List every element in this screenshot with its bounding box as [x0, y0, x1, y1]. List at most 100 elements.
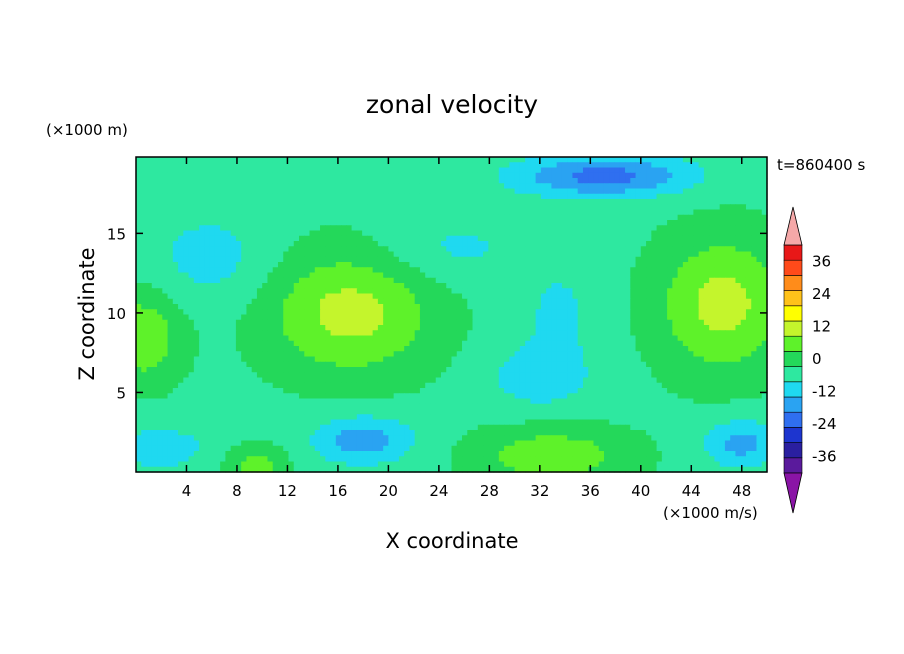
- contour-cell: [277, 330, 284, 337]
- contour-cell: [561, 330, 568, 337]
- contour-cell: [230, 193, 237, 200]
- contour-cell: [425, 277, 432, 284]
- contour-cell: [256, 319, 263, 326]
- contour-cell: [561, 283, 568, 289]
- contour-cell: [630, 162, 637, 169]
- contour-cell: [477, 199, 484, 205]
- contour-cell: [493, 361, 500, 368]
- contour-cell: [172, 325, 179, 331]
- contour-cell: [356, 241, 363, 247]
- contour-cell: [462, 204, 468, 211]
- contour-cell: [435, 251, 442, 258]
- contour-cell: [703, 193, 710, 200]
- contour-cell: [356, 167, 363, 174]
- contour-cell: [582, 251, 589, 258]
- contour-cell: [519, 183, 526, 190]
- contour-cell: [693, 251, 700, 258]
- contour-cell: [199, 246, 205, 253]
- contour-cell: [162, 204, 169, 211]
- contour-cell: [693, 193, 700, 200]
- contour-cell: [230, 367, 237, 373]
- contour-cell: [745, 319, 752, 326]
- contour-cell: [335, 204, 342, 211]
- contour-cell: [619, 214, 626, 221]
- contour-cell: [735, 262, 742, 268]
- contour-cell: [256, 267, 263, 274]
- contour-cell: [630, 340, 637, 347]
- contour-cell: [682, 188, 689, 195]
- contour-cell: [188, 209, 195, 216]
- contour-cell: [230, 256, 237, 263]
- contour-cell: [277, 204, 284, 211]
- contour-cell: [656, 251, 663, 258]
- contour-cell: [582, 288, 589, 295]
- contour-cell: [682, 183, 689, 190]
- contour-cell: [440, 162, 447, 169]
- contour-cell: [509, 361, 516, 368]
- contour-cell: [293, 204, 300, 211]
- contour-cell: [509, 209, 516, 216]
- contour-cell: [435, 262, 442, 268]
- contour-cell: [640, 319, 647, 326]
- contour-cell: [525, 325, 531, 331]
- contour-cell: [619, 298, 626, 305]
- contour-cell: [388, 361, 395, 368]
- contour-cell: [677, 188, 684, 195]
- contour-cell: [209, 230, 216, 237]
- contour-cell: [299, 157, 305, 163]
- contour-cell: [483, 225, 489, 232]
- contour-cell: [188, 335, 195, 342]
- contour-cell: [199, 188, 205, 195]
- contour-cell: [157, 267, 163, 274]
- contour-cell: [540, 209, 547, 216]
- contour-cell: [419, 251, 426, 258]
- contour-cell: [377, 298, 384, 305]
- contour-cell: [667, 361, 673, 368]
- contour-cell: [188, 246, 195, 253]
- contour-cell: [330, 283, 337, 289]
- contour-cell: [141, 172, 148, 179]
- contour-cell: [709, 220, 716, 226]
- contour-cell: [745, 340, 752, 347]
- contour-cell: [283, 288, 290, 295]
- contour-cell: [751, 209, 758, 216]
- contour-cell: [451, 304, 458, 310]
- contour-cell: [446, 325, 453, 331]
- contour-cell: [598, 361, 605, 368]
- contour-cell: [462, 188, 468, 195]
- contour-cell: [204, 293, 211, 300]
- contour-cell: [462, 335, 468, 342]
- contour-cell: [677, 262, 684, 268]
- contour-cell: [593, 335, 600, 342]
- contour-cell: [688, 288, 694, 295]
- contour-cell: [199, 199, 205, 205]
- contour-cell: [661, 267, 668, 274]
- contour-cell: [325, 340, 332, 347]
- contour-cell: [251, 199, 258, 205]
- contour-cell: [477, 277, 484, 284]
- contour-cell: [572, 267, 579, 274]
- contour-cell: [151, 162, 158, 169]
- contour-cell: [293, 199, 300, 205]
- contour-cell: [462, 178, 468, 184]
- contour-cell: [456, 356, 463, 363]
- contour-cell: [199, 235, 205, 242]
- contour-cell: [283, 325, 290, 331]
- contour-cell: [483, 283, 489, 289]
- contour-cell: [730, 325, 737, 331]
- contour-cell: [667, 220, 673, 226]
- contour-cell: [593, 204, 600, 211]
- contour-cell: [703, 214, 710, 221]
- contour-cell: [593, 225, 600, 232]
- contour-cell: [451, 162, 458, 169]
- contour-cell: [483, 267, 489, 274]
- contour-cell: [214, 288, 221, 295]
- contour-cell: [225, 361, 232, 368]
- contour-cell: [462, 225, 468, 232]
- contour-cell: [325, 283, 332, 289]
- contour-cell: [672, 335, 679, 342]
- contour-cell: [688, 246, 694, 253]
- contour-cell: [435, 367, 442, 373]
- contour-cell: [241, 193, 248, 200]
- contour-cell: [351, 325, 358, 331]
